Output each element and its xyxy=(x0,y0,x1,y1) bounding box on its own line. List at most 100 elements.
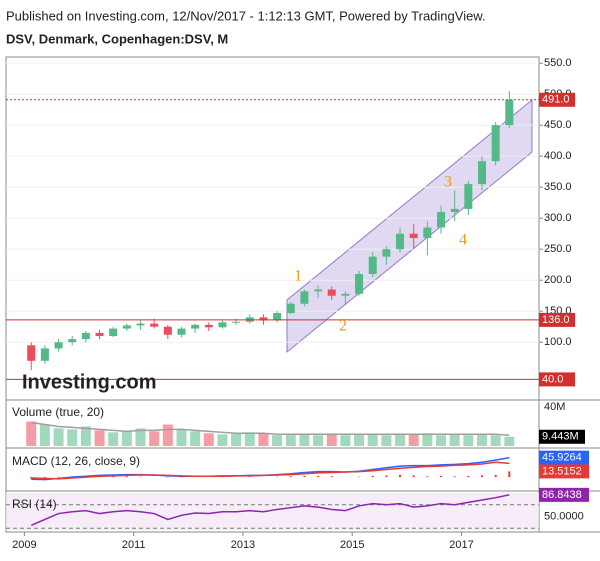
rsi-band xyxy=(6,493,539,530)
macd-histogram xyxy=(454,476,456,477)
candle-body xyxy=(55,342,63,348)
candle-body xyxy=(341,294,349,296)
macd-histogram xyxy=(481,475,483,477)
candle-body xyxy=(232,322,240,323)
x-tick-label: 2009 xyxy=(12,539,36,551)
y-tick-label: 300.0 xyxy=(544,212,572,224)
y-tick-label: 200.0 xyxy=(544,274,572,286)
candle-body xyxy=(287,304,295,313)
volume-bar xyxy=(354,434,364,446)
candle-body xyxy=(437,212,445,228)
volume-bar xyxy=(491,435,501,446)
volume-bar xyxy=(313,435,323,446)
volume-bar xyxy=(217,434,227,446)
candle-body xyxy=(82,333,90,339)
candle-body xyxy=(177,329,185,335)
candle-body xyxy=(505,100,513,125)
macd-histogram xyxy=(440,476,442,477)
candle-body xyxy=(314,290,322,292)
chart-title: DSV, Denmark, Copenhagen:DSV, M xyxy=(6,31,228,46)
candle-body xyxy=(123,325,131,328)
x-tick-label: 2011 xyxy=(122,539,146,551)
value-label: 86.8438 xyxy=(542,489,582,501)
subtitle: Published on Investing.com, 12/Nov/2017 … xyxy=(6,8,486,23)
y-tick-label: 50.0000 xyxy=(544,510,584,522)
macd-histogram xyxy=(426,476,428,477)
price-line-label: 136.0 xyxy=(542,314,570,326)
volume-bar xyxy=(368,434,378,446)
candle-body xyxy=(423,228,431,239)
annotation: 2 xyxy=(339,318,347,335)
candle-body xyxy=(328,290,336,296)
volume-bar xyxy=(176,429,186,446)
volume-bar xyxy=(395,434,405,446)
volume-bar xyxy=(272,435,282,446)
panel-title: MACD (12, 26, close, 9) xyxy=(12,454,140,468)
candle-body xyxy=(27,345,35,361)
candle-body xyxy=(109,329,117,336)
volume-bar xyxy=(381,435,391,446)
x-tick-label: 2015 xyxy=(340,539,364,551)
volume-bar xyxy=(149,431,159,446)
x-tick-label: 2013 xyxy=(231,539,255,551)
volume-bar xyxy=(450,434,460,446)
candle-body xyxy=(68,339,76,342)
price-line-label: 40.0 xyxy=(542,373,563,385)
y-tick-label: 350.0 xyxy=(544,181,572,193)
candle-body xyxy=(464,184,472,209)
macd-histogram xyxy=(126,476,128,477)
macd-histogram xyxy=(508,471,510,477)
candle-body xyxy=(41,348,49,360)
candle-body xyxy=(355,274,363,294)
macd-histogram xyxy=(317,476,319,477)
volume-bar xyxy=(190,431,200,446)
value-label: 9.443M xyxy=(542,431,579,443)
macd-histogram xyxy=(372,476,374,477)
macd-histogram xyxy=(303,476,305,477)
candle-body xyxy=(205,325,213,327)
volume-bar xyxy=(40,424,50,446)
candle-body xyxy=(96,333,104,336)
candle-body xyxy=(137,324,145,326)
candle-body xyxy=(396,234,404,250)
candle-body xyxy=(150,324,158,327)
volume-bar xyxy=(95,430,105,446)
value-label: 45.9264 xyxy=(542,452,582,464)
logo: Investing.com xyxy=(22,371,156,393)
candle-body xyxy=(369,257,377,274)
y-tick-label: 40M xyxy=(544,401,565,413)
candle-body xyxy=(492,125,500,161)
macd-histogram xyxy=(290,476,292,477)
volume-bar xyxy=(204,433,214,446)
volume-bar xyxy=(163,424,173,446)
volume-bar xyxy=(409,434,419,446)
candle-body xyxy=(382,249,390,256)
volume-bar xyxy=(67,429,77,446)
value-label: 13.5152 xyxy=(542,465,582,477)
volume-bar xyxy=(504,437,514,446)
annotation: 3 xyxy=(444,174,452,191)
y-tick-label: 450.0 xyxy=(544,119,572,131)
annotation: 1 xyxy=(294,268,302,285)
candle-body xyxy=(410,234,418,238)
volume-bar xyxy=(327,434,337,446)
candle-body xyxy=(191,325,199,329)
y-tick-label: 400.0 xyxy=(544,150,572,162)
panel-title: RSI (14) xyxy=(12,497,57,511)
volume-bar xyxy=(340,435,350,446)
candle-body xyxy=(218,322,226,327)
volume-bar xyxy=(122,431,132,446)
candle-body xyxy=(451,209,459,212)
annotation: 4 xyxy=(459,232,467,249)
y-tick-label: 250.0 xyxy=(544,243,572,255)
volume-bar xyxy=(299,434,309,446)
panel-title: Volume (true, 20) xyxy=(12,405,104,419)
macd-histogram xyxy=(385,475,387,477)
y-tick-label: 100.0 xyxy=(544,336,572,348)
volume-bar xyxy=(286,434,296,446)
x-tick-label: 2017 xyxy=(449,539,473,551)
volume-bar xyxy=(54,428,64,446)
candle-body xyxy=(164,327,172,335)
